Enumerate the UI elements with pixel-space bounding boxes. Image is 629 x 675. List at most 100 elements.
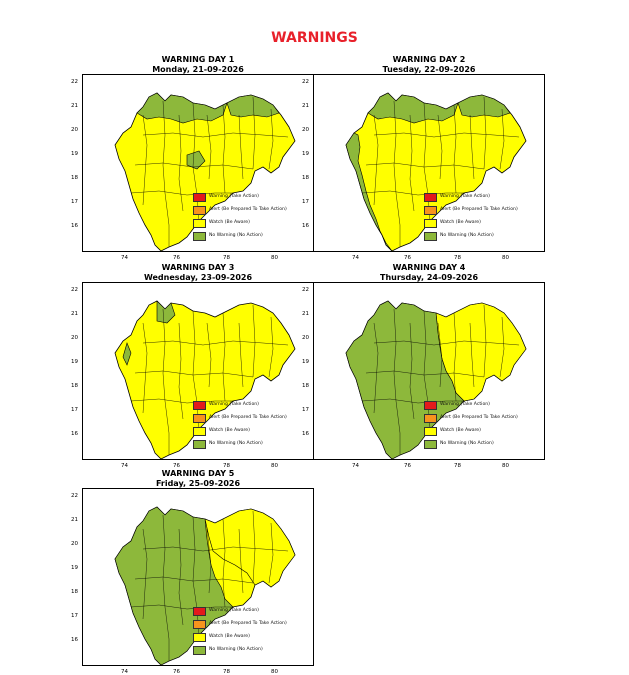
legend-swatch xyxy=(424,401,437,410)
y-tick-label: 17 xyxy=(71,407,78,413)
y-tick-label: 21 xyxy=(71,517,78,523)
legend-label: Warning (Take Action) xyxy=(209,193,259,199)
y-tick-label: 21 xyxy=(302,311,309,317)
legend-swatch xyxy=(193,633,206,642)
x-tick-label: 74 xyxy=(352,255,359,261)
x-tick-label: 76 xyxy=(173,669,180,675)
district-boundary xyxy=(142,340,289,346)
district-boundary xyxy=(409,322,415,420)
legend-swatch xyxy=(424,219,437,228)
region-no-warning xyxy=(122,342,132,366)
y-tick-label: 17 xyxy=(71,199,78,205)
map-frame: 22 21 20 19 18 17 16 74 76 78 80 Warning (Take Acti… xyxy=(71,488,314,675)
state-map xyxy=(114,300,296,459)
panel-date-label: Tuesday, 22-09-2026 xyxy=(382,64,476,74)
district-boundary xyxy=(142,546,289,552)
y-tick-label: 19 xyxy=(71,151,78,157)
district-boundary xyxy=(373,340,520,346)
y-tick-label: 20 xyxy=(71,127,78,133)
district-boundary xyxy=(222,312,226,402)
district-boundary xyxy=(252,96,256,170)
y-tick-label: 21 xyxy=(71,103,78,109)
district-boundary xyxy=(268,316,274,378)
legend-label: No Warning (No Action) xyxy=(209,232,263,238)
district-boundary xyxy=(499,108,505,170)
district-boundary xyxy=(361,190,464,196)
district-boundary xyxy=(130,604,233,610)
panel-date-label: Wednesday, 23-09-2026 xyxy=(143,272,253,282)
legend-swatch xyxy=(193,219,206,228)
region-no-warning xyxy=(156,300,176,324)
district-boundary xyxy=(178,322,184,420)
district-boundary xyxy=(238,322,244,388)
legend-label: No Warning (No Action) xyxy=(440,232,494,238)
district-boundary xyxy=(393,308,401,455)
legend-swatch xyxy=(424,193,437,202)
y-tick-label: 17 xyxy=(71,613,78,619)
y-tick-label: 22 xyxy=(71,79,78,85)
y-tick-label: 22 xyxy=(302,79,309,85)
district-boundary xyxy=(437,114,443,180)
legend-swatch xyxy=(193,620,206,629)
x-tick-label: 80 xyxy=(271,255,278,261)
panel-day-label: WARNING DAY 1 xyxy=(161,55,235,64)
legend-label: Warning (Take Action) xyxy=(209,607,259,613)
y-tick-label: 18 xyxy=(302,175,309,181)
y-tick-label: 19 xyxy=(302,359,309,365)
legend-label: Alert (Be Prepared To Take Action) xyxy=(209,206,287,212)
district-boundary xyxy=(142,322,148,414)
district-boundary xyxy=(373,132,520,138)
panel-title: WARNING DAY 2 Tuesday, 22-09-2026 xyxy=(313,55,545,74)
y-tick-label: 22 xyxy=(71,493,78,499)
x-tick-label: 78 xyxy=(223,669,230,675)
y-tick-label: 16 xyxy=(302,223,309,229)
district-boundary xyxy=(453,104,457,194)
district-boundary xyxy=(162,308,170,455)
x-tick-label: 78 xyxy=(454,255,461,261)
region-no-warning xyxy=(367,92,459,124)
legend-swatch xyxy=(424,206,437,215)
district-boundary xyxy=(192,310,200,430)
legend-label: Watch (Be Aware) xyxy=(209,219,250,225)
district-boundary xyxy=(162,514,170,661)
x-tick-label: 74 xyxy=(352,463,359,469)
y-tick-label: 22 xyxy=(302,287,309,293)
y-tick-label: 20 xyxy=(302,335,309,341)
panel-day-label: WARNING DAY 3 xyxy=(161,263,235,272)
panel-date-label: Monday, 21-09-2026 xyxy=(152,64,244,74)
panel-title: WARNING DAY 1 Monday, 21-09-2026 xyxy=(82,55,314,74)
district-boundary xyxy=(142,132,289,138)
district-boundary xyxy=(483,304,487,378)
x-tick-label: 78 xyxy=(454,463,461,469)
y-tick-label: 18 xyxy=(302,383,309,389)
district-boundary xyxy=(252,304,256,378)
legend-swatch xyxy=(193,401,206,410)
legend-label: Watch (Be Aware) xyxy=(440,219,481,225)
district-boundary xyxy=(499,316,505,378)
map-frame: 22 21 20 19 18 17 16 74 76 78 80 Warning (Take Acti… xyxy=(302,282,545,469)
district-boundary xyxy=(453,312,457,402)
x-tick-label: 76 xyxy=(404,255,411,261)
district-boundary xyxy=(437,322,443,388)
legend-swatch xyxy=(424,414,437,423)
y-tick-label: 21 xyxy=(302,103,309,109)
legend-label: Warning (Take Action) xyxy=(209,401,259,407)
y-tick-label: 20 xyxy=(302,127,309,133)
legend-label: Alert (Be Prepared To Take Action) xyxy=(440,206,518,212)
legend-swatch xyxy=(193,193,206,202)
y-tick-label: 17 xyxy=(302,199,309,205)
state-map xyxy=(345,92,527,251)
district-boundary xyxy=(238,114,244,180)
y-tick-label: 16 xyxy=(71,431,78,437)
y-tick-label: 19 xyxy=(71,359,78,365)
region-no-warning xyxy=(226,94,280,118)
y-tick-label: 16 xyxy=(71,637,78,643)
legend-label: Alert (Be Prepared To Take Action) xyxy=(209,414,287,420)
legend-label: Watch (Be Aware) xyxy=(209,427,250,433)
legend-swatch xyxy=(193,206,206,215)
y-tick-label: 22 xyxy=(71,287,78,293)
district-boundary xyxy=(192,516,200,636)
x-tick-label: 80 xyxy=(271,463,278,469)
panel-title: WARNING DAY 3 Wednesday, 23-09-2026 xyxy=(82,263,314,282)
legend-label: Warning (Take Action) xyxy=(440,193,490,199)
